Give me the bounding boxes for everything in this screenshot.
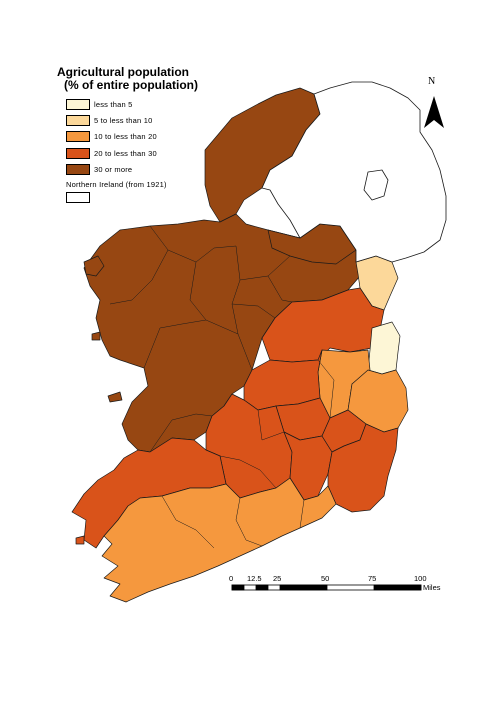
- region-northern-ireland: [261, 81, 447, 263]
- legend-label: 5 to less than 10: [94, 116, 153, 125]
- legend-title-line1: Agricultural population: [57, 65, 189, 79]
- north-label: N: [428, 76, 436, 87]
- legend-item: 5 to less than 10: [66, 114, 152, 127]
- legend-swatch: [66, 131, 90, 142]
- legend-swatch: [66, 148, 90, 159]
- legend-label: 30 or more: [94, 165, 133, 174]
- scale-unit-label: Miles: [423, 583, 441, 592]
- island-aran: [107, 391, 123, 403]
- legend-item: 30 or more: [66, 163, 132, 176]
- island-kerry: [75, 535, 85, 545]
- legend-title-line2: (% of entire population): [64, 78, 198, 92]
- lough-neagh: [363, 169, 389, 201]
- legend-title: Agricultural population (% of entire pop…: [57, 66, 198, 92]
- region-dublin: [367, 321, 401, 375]
- scale-bar: [231, 584, 422, 591]
- scale-tick-label: 75: [368, 574, 377, 583]
- legend-item: 10 to less than 20: [66, 130, 157, 143]
- legend-swatch: [66, 164, 90, 175]
- legend-item: 20 to less than 30: [66, 147, 157, 160]
- north-arrow-icon: [424, 96, 444, 128]
- scale-tick-label: 50: [321, 574, 330, 583]
- region-kilkenny: [283, 431, 333, 501]
- legend-label: 10 to less than 20: [94, 132, 157, 141]
- legend-item: less than 5: [66, 98, 132, 111]
- legend-label: 20 to less than 30: [94, 149, 157, 158]
- scale-tick-label: 25: [273, 574, 282, 583]
- scale-tick-label: 12.5: [247, 574, 262, 583]
- island-achill: [83, 255, 105, 277]
- legend-label: less than 5: [94, 100, 133, 109]
- region-cork-kerry: [101, 477, 337, 603]
- legend-swatch: [66, 99, 90, 110]
- scale-tick-label: 100: [414, 574, 427, 583]
- island-inishbofin: [91, 331, 101, 341]
- scale-tick-label: 0: [229, 574, 234, 583]
- northern-ireland-swatch: [66, 192, 90, 203]
- northern-ireland-label: Northern Ireland (from 1921): [66, 180, 167, 189]
- region-midlands-north: [261, 287, 385, 363]
- legend-swatch: [66, 115, 90, 126]
